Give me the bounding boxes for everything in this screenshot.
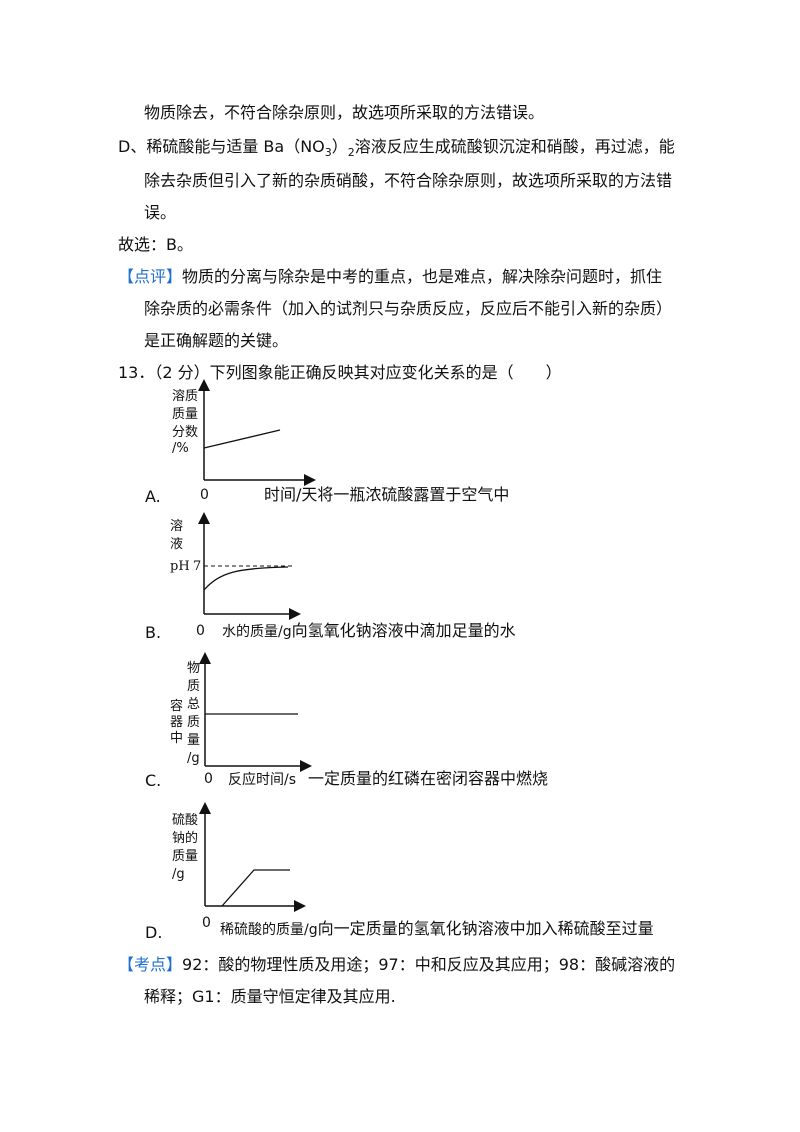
text-line-2a: D、稀硫酸能与适量 Ba（NO (118, 137, 325, 156)
kaodian-line-2: 稀释；G1：质量守恒定律及其应用. (144, 987, 396, 1006)
text-line-2b: ） (331, 137, 348, 156)
text-line-5: 故选：B。 (118, 235, 193, 254)
option-a-text: 将一瓶浓硫酸露置于空气中 (317, 485, 510, 504)
text-line-3: 除去杂质但引入了新的杂质硝酸，不符合除杂原则，故选项所采取的方法错 (144, 171, 673, 190)
ylabel-d-1: 硫酸 (172, 813, 198, 828)
ylabel-a-1: 溶质 (172, 389, 198, 404)
text-line-4: 误。 (144, 203, 177, 222)
option-d-xlabel: 稀硫酸的质量/g (220, 922, 318, 938)
ylabel-c-2: 质 (187, 679, 200, 694)
ylabel-a-2: 质量 (172, 407, 198, 422)
ylabel-a-4: /% (172, 441, 189, 456)
option-a-xlabel-text: 时间/天将一瓶浓硫酸露置于空气中 (264, 484, 509, 506)
option-a-xlabel: 时间/天 (264, 485, 318, 504)
kaodian-line-1: 【考点】92：酸的物理性质及用途；97：中和反应及其应用；98：酸碱溶液的 (118, 954, 675, 976)
ylabel-c-left-1: 容 (170, 698, 183, 714)
option-c-text: 一定质量的红磷在密闭容器中燃烧 (308, 769, 549, 788)
option-c-origin: 0 (204, 771, 213, 787)
text-line-2: D、稀硫酸能与适量 Ba（NO3）2溶液反应生成硫酸钡沉淀和硝酸，再过滤，能 (118, 136, 675, 164)
graph-d: 硫酸 钠的 质量 /g (172, 802, 306, 912)
text-line-7: 除杂质的必需条件（加入的试剂只与杂质反应，反应后不能引入新的杂质） (144, 299, 673, 318)
ylabel-b-3: pH (170, 559, 190, 574)
curve-a (203, 429, 281, 449)
kaodian-text-1: 92：酸的物理性质及用途；97：中和反应及其应用；98：酸碱溶液的 (182, 955, 676, 974)
sub-2: 2 (347, 146, 355, 160)
curve-d (221, 869, 290, 907)
ylabel-a-3: 分数 (172, 425, 198, 440)
option-a-letter: A. (145, 487, 161, 506)
option-c-xlabel-text: 反应时间/s 一定质量的红磷在密闭容器中燃烧 (228, 768, 548, 791)
curve-b (203, 566, 289, 591)
ylabel-d-4: /g (172, 867, 185, 882)
dianping-tag: 【点评】 (118, 267, 183, 286)
ph-seven: 7 (193, 559, 201, 574)
ylabel-c-5: 量 (187, 733, 200, 748)
option-b-origin: 0 (196, 623, 205, 639)
ylabel-c-6: /g (187, 751, 200, 766)
option-b-xlabel: 水的质量/g (222, 624, 292, 640)
option-c-letter: C. (145, 771, 162, 790)
ylabel-c-3: 总 (187, 697, 200, 712)
question-13: 13．（2 分）下列图象能正确反映其对应变化关系的是（ ） (118, 363, 562, 382)
text-line-8: 是正确解题的关键。 (144, 331, 289, 350)
ylabel-c-left-2: 器 (170, 715, 183, 730)
ylabel-c-4: 质 (187, 715, 200, 730)
ylabel-d-3: 质量 (172, 849, 198, 864)
option-b-letter: B. (145, 623, 162, 642)
text-line-6: 【点评】物质的分离与除杂是中考的重点，也是难点，解决除杂问题时，抓住 (118, 266, 662, 288)
option-c-xlabel: 反应时间/s (228, 772, 297, 788)
ylabel-c-left-3: 中 (170, 731, 183, 746)
graph-b: 溶 液 pH 7 (170, 512, 301, 620)
option-b-xlabel-text: 水的质量/g向氢氧化钠溶液中滴加足量的水 (222, 620, 516, 643)
ylabel-c-1: 物 (187, 661, 200, 676)
ylabel-b-2: 液 (170, 537, 183, 552)
graph-a: 溶质 质量 分数 /% (172, 379, 316, 486)
text-line-2c: 溶液反应生成硫酸钡沉淀和硝酸，再过滤，能 (354, 137, 675, 156)
graph-c: 容 器 中 物 质 总 质 量 /g (170, 652, 312, 772)
option-d-letter: D. (145, 923, 163, 942)
dianping-text: 物质的分离与除杂是中考的重点，也是难点，解决除杂问题时，抓住 (182, 267, 663, 286)
option-d-text: 向一定质量的氢氧化钠溶液中加入稀硫酸至过量 (317, 919, 654, 938)
ylabel-d-2: 钠的 (172, 830, 198, 846)
text-line-1: 物质除去，不符合除杂原则，故选项所采取的方法错误。 (144, 103, 545, 122)
option-a-origin: 0 (200, 487, 209, 503)
option-d-xlabel-text: 稀硫酸的质量/g向一定质量的氢氧化钠溶液中加入稀硫酸至过量 (220, 918, 654, 941)
option-b-text: 向氢氧化钠溶液中滴加足量的水 (291, 621, 516, 640)
kaodian-tag: 【考点】 (118, 955, 183, 974)
option-d-origin: 0 (202, 915, 211, 931)
sub-3: 3 (324, 146, 332, 160)
ylabel-b-1: 溶 (170, 519, 183, 534)
